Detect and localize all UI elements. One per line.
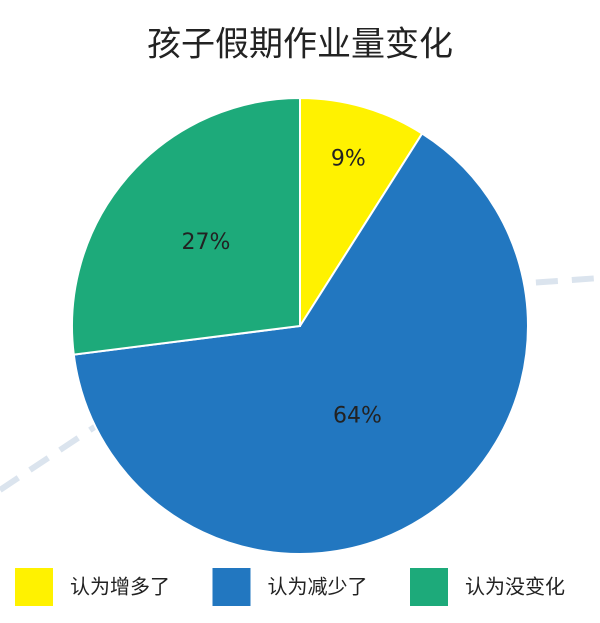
legend-swatch [410,568,448,606]
pie-slice [72,132,529,555]
value-label: 64% [333,403,382,428]
pie-slice [299,96,424,330]
value-label: 9% [331,147,366,172]
legend-label: 认为增多了 [70,575,170,599]
legend-label: 认为减少了 [268,575,368,599]
legend-swatch [15,568,53,606]
pie-slice [71,96,301,356]
value-label: 27% [181,230,230,255]
chart-title: 孩子假期作业量变化 [147,25,453,65]
legend-label: 认为没变化 [465,575,565,599]
legend-swatch [212,568,251,606]
